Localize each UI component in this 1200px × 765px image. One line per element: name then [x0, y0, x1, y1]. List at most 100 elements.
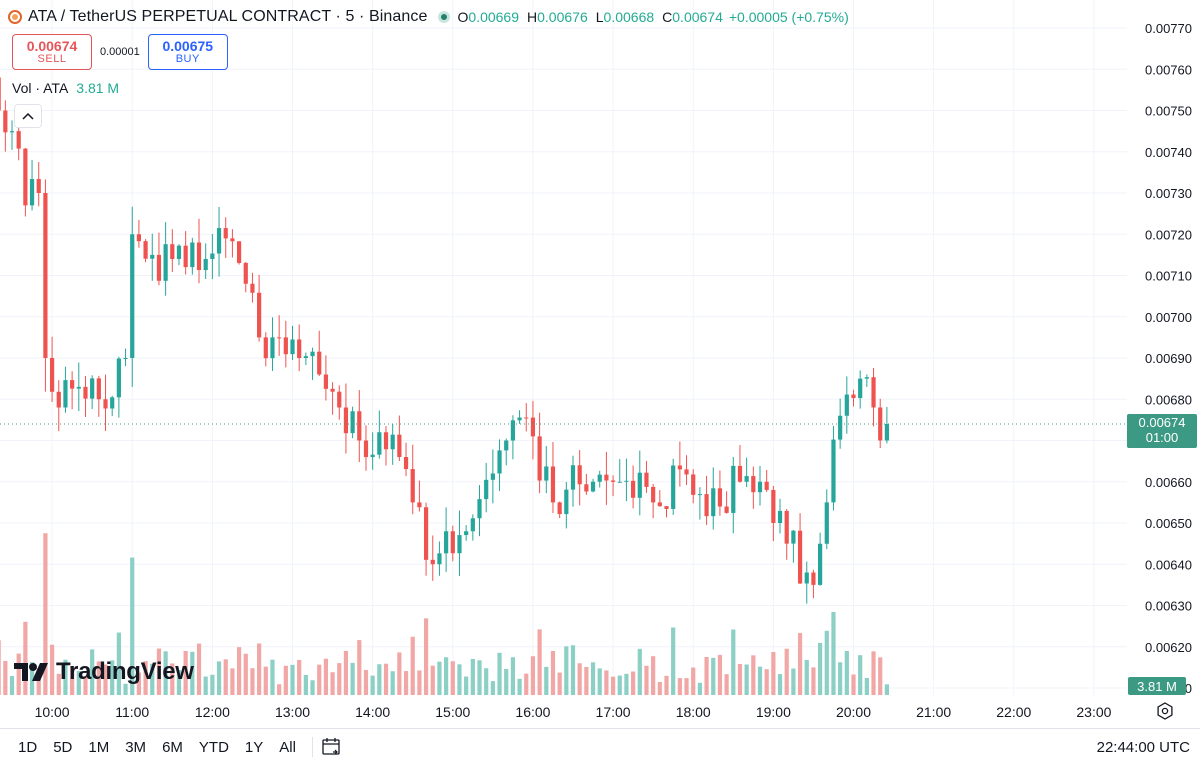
volume-value-label: 3.81 M: [1128, 677, 1186, 695]
range-1m[interactable]: 1M: [88, 738, 110, 756]
chart-grid: [0, 0, 1127, 696]
bar-countdown: 01:00: [1145, 430, 1179, 445]
volume-bar: [464, 676, 469, 695]
candle-body: [83, 386, 88, 399]
x-tick-label: 23:00: [1076, 704, 1111, 720]
range-3m[interactable]: 3M: [125, 738, 147, 756]
volume-bar: [417, 670, 422, 695]
volume-bar: [771, 652, 776, 695]
x-tick-label: 20:00: [836, 704, 871, 720]
buy-button[interactable]: 0.00675 BUY: [147, 34, 228, 70]
volume-bar: [163, 651, 168, 695]
candle-body: [70, 380, 75, 389]
volume-bar: [731, 629, 736, 695]
y-tick-label: 0.00680: [1145, 392, 1192, 407]
y-tick-label: 0.00700: [1145, 310, 1192, 325]
time-axis[interactable]: 10:00 11:00 12:00 13:00 14:00 15:00 16:00 17:00…: [35, 704, 1112, 720]
volume-bar: [63, 659, 68, 695]
volume-bar: [423, 618, 429, 695]
candle-body: [96, 378, 101, 400]
candle-body: [590, 481, 596, 492]
candle-body: [0, 77, 1, 111]
volume-bar: [604, 670, 609, 695]
x-tick-label: 11:00: [115, 704, 149, 720]
volume-bar: [851, 674, 856, 695]
candle-body: [297, 339, 302, 358]
candle-body: [283, 337, 288, 355]
volume-bar: [283, 665, 288, 695]
volume-bar: [831, 612, 836, 695]
volume-bar: [450, 661, 455, 695]
price-axis[interactable]: 0.00770 0.00760 0.00750 0.00740 0.00730 0.007…: [1145, 21, 1192, 696]
volume-bars: [0, 533, 889, 695]
settings-icon[interactable]: [1156, 702, 1174, 720]
price-change: +0.00005 (+0.75%): [728, 9, 849, 25]
volume-bar: [557, 672, 562, 695]
candle-body: [697, 494, 702, 496]
sell-button[interactable]: 0.00674 SELL: [12, 34, 92, 70]
candle-body: [110, 397, 115, 409]
market-status-icon[interactable]: [437, 11, 450, 23]
volume-bar: [524, 673, 529, 695]
range-1d[interactable]: 1D: [18, 738, 38, 756]
price-chart[interactable]: 0.00770 0.00760 0.00750 0.00740 0.00730 0.007…: [0, 0, 1200, 728]
candle-body: [270, 337, 275, 359]
candle-body: [644, 472, 649, 487]
sell-label: SELL: [37, 52, 67, 65]
candle-body: [303, 356, 308, 358]
candle-body: [49, 358, 55, 392]
volume-bar: [56, 673, 61, 695]
candle-body: [818, 543, 823, 585]
candle-body: [216, 228, 222, 254]
volume-bar: [257, 643, 262, 695]
symbol-title[interactable]: ATA / TetherUS PERPETUAL CONTRACT · 5 · …: [28, 8, 428, 25]
volume-bar: [156, 648, 162, 695]
volume-bar: [103, 664, 108, 695]
candle-body: [831, 439, 836, 503]
volume-bar: [83, 676, 88, 695]
candle-body: [370, 454, 375, 458]
chevron-up-icon[interactable]: [14, 104, 42, 128]
candle-body: [290, 339, 295, 355]
volume-bar: [717, 654, 723, 695]
volume-bar: [824, 630, 829, 695]
volume-bar: [277, 684, 282, 695]
range-5d[interactable]: 5D: [53, 738, 73, 756]
candle-body: [36, 179, 41, 193]
volume-bar: [764, 669, 769, 695]
volume-bar: [223, 659, 228, 695]
volume-bar: [844, 650, 849, 695]
calendar-icon[interactable]: [321, 736, 343, 758]
candle-body: [858, 378, 863, 399]
utc-clock[interactable]: 22:44:00 UTC: [1096, 739, 1190, 756]
range-all[interactable]: All: [279, 738, 296, 756]
range-ytd[interactable]: YTD: [198, 738, 229, 756]
volume-bar: [684, 678, 689, 695]
candle-body: [23, 148, 28, 206]
volume-bar: [76, 671, 81, 695]
x-tick-label: 16:00: [515, 704, 550, 720]
x-tick-label: 22:00: [996, 704, 1031, 720]
volume-bar: [457, 664, 462, 695]
volume-bar: [377, 664, 382, 695]
volume-bar: [697, 682, 702, 695]
volume-bar: [671, 627, 676, 695]
candle-body: [464, 531, 469, 536]
volume-bar: [410, 636, 415, 695]
candle-body: [737, 465, 743, 482]
range-1y[interactable]: 1Y: [244, 738, 264, 756]
volume-bar: [323, 658, 329, 695]
volume-legend[interactable]: Vol · ATA 3.81 M: [12, 80, 119, 96]
candle-body: [797, 530, 803, 584]
x-tick-label: 19:00: [756, 704, 791, 720]
ohlc-open: O0.00669: [457, 9, 520, 25]
candle-body: [257, 292, 262, 338]
volume-bar: [550, 651, 556, 695]
volume-bar: [210, 674, 215, 695]
range-6m[interactable]: 6M: [162, 738, 183, 756]
volume-bar: [858, 655, 863, 695]
volume-bar: [243, 653, 248, 695]
candle-body: [176, 245, 182, 259]
tradingview-logo[interactable]: TradingView: [14, 658, 194, 686]
y-tick-label: 0.00620: [1145, 640, 1192, 655]
